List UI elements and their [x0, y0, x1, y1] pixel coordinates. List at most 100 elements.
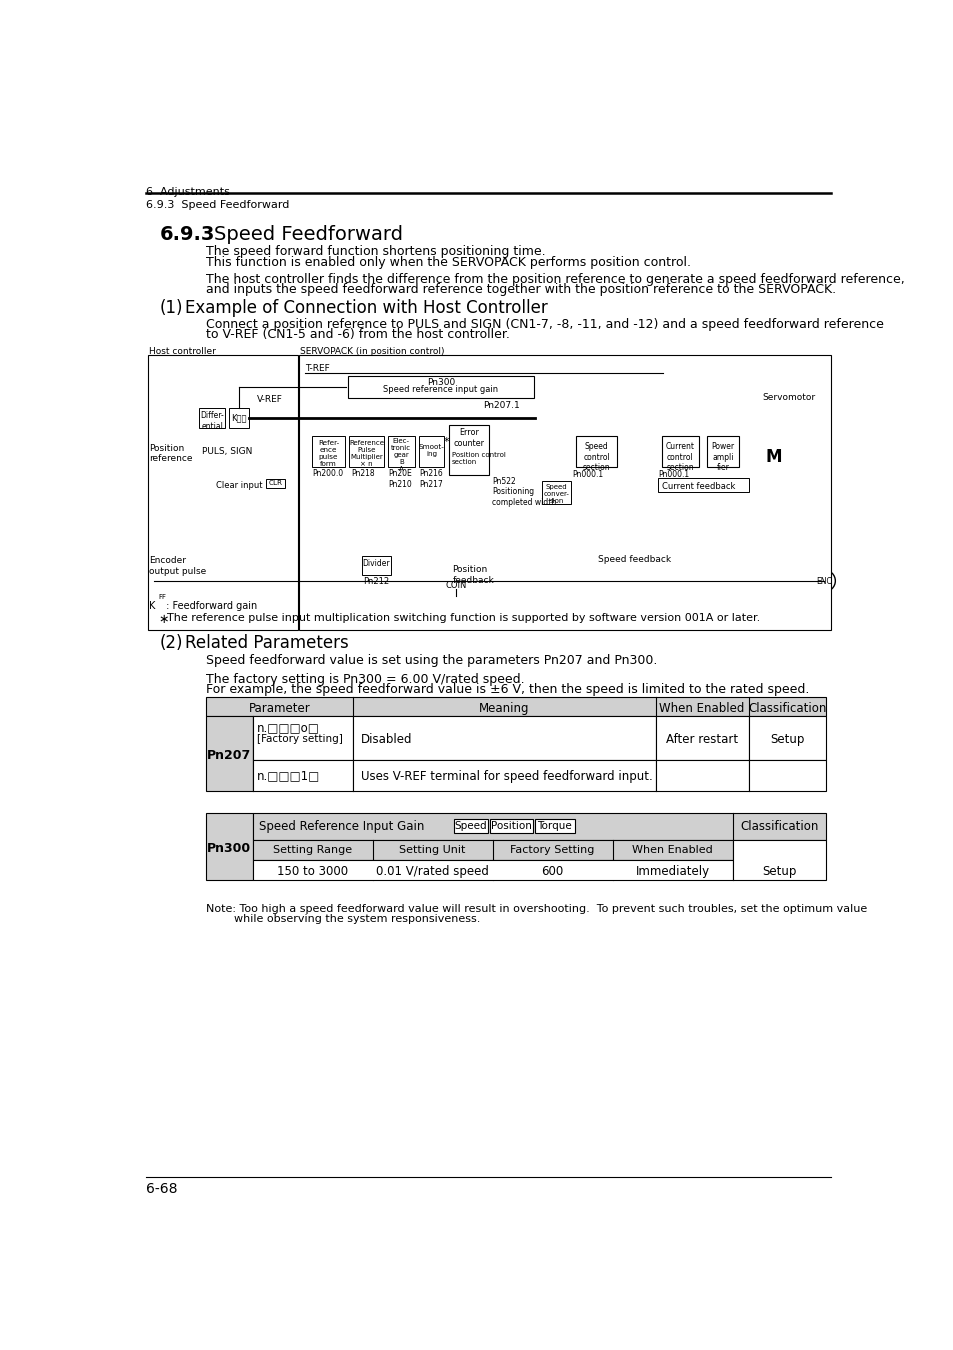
- Text: n.□□□o□: n.□□□o□: [257, 722, 320, 734]
- Text: (1): (1): [159, 300, 183, 317]
- Text: Related Parameters: Related Parameters: [185, 634, 349, 652]
- Text: M: M: [765, 448, 781, 467]
- Text: Current feedback: Current feedback: [661, 482, 735, 491]
- Text: ENC: ENC: [816, 576, 832, 586]
- Text: K₟₟: K₟₟: [232, 414, 247, 423]
- Bar: [489, 819, 533, 833]
- Bar: [454, 819, 488, 833]
- Text: Elec-
tronic
gear
B
A: Elec- tronic gear B A: [391, 439, 411, 472]
- Bar: [206, 716, 253, 791]
- Bar: [298, 355, 830, 630]
- Text: n.□□□1□: n.□□□1□: [257, 769, 320, 783]
- Text: *: *: [443, 437, 449, 447]
- Bar: [349, 436, 383, 467]
- Text: Note: Too high a speed feedforward value will result in overshooting.  To preven: Note: Too high a speed feedforward value…: [206, 903, 866, 914]
- Bar: [388, 436, 415, 467]
- Text: [Factory setting]: [Factory setting]: [257, 734, 343, 744]
- Text: Pn522
Positioning
completed width: Pn522 Positioning completed width: [492, 477, 556, 506]
- Bar: [253, 716, 353, 760]
- Text: Pn300: Pn300: [207, 842, 251, 855]
- Text: When Enabled: When Enabled: [659, 702, 744, 714]
- Bar: [206, 697, 825, 716]
- Text: 600: 600: [540, 865, 563, 878]
- Bar: [253, 840, 732, 860]
- Text: Parameter: Parameter: [249, 702, 311, 714]
- Text: Servomotor: Servomotor: [761, 393, 815, 402]
- Text: Pn218: Pn218: [351, 470, 375, 478]
- Text: Setting Range: Setting Range: [273, 845, 352, 855]
- Text: Error
counter: Error counter: [453, 428, 484, 448]
- Text: Pn212: Pn212: [363, 576, 389, 586]
- Text: Host controller: Host controller: [149, 347, 215, 356]
- Text: K: K: [149, 601, 155, 612]
- Text: Speed feedforward value is set using the parameters Pn207 and Pn300.: Speed feedforward value is set using the…: [206, 653, 657, 667]
- Text: Setup: Setup: [769, 733, 803, 745]
- Text: Pn300: Pn300: [426, 378, 455, 386]
- Bar: [418, 436, 443, 467]
- Text: Pn207.1: Pn207.1: [483, 401, 519, 409]
- Text: Pn200.0: Pn200.0: [312, 470, 343, 478]
- Text: Speed
control
section: Speed control section: [582, 443, 610, 472]
- Bar: [312, 436, 344, 467]
- Text: to V-REF (CN1-5 and -6) from the host controller.: to V-REF (CN1-5 and -6) from the host co…: [206, 328, 510, 340]
- Bar: [748, 716, 825, 760]
- Text: Refer-
ence
pulse
form: Refer- ence pulse form: [317, 440, 338, 467]
- Bar: [655, 716, 748, 760]
- Text: ∗: ∗: [158, 613, 169, 626]
- Bar: [353, 716, 655, 760]
- Text: 6.9.3  Speed Feedforward: 6.9.3 Speed Feedforward: [146, 200, 290, 209]
- Text: Divider: Divider: [362, 559, 390, 567]
- Bar: [748, 760, 825, 791]
- Text: Differ-
ential: Differ- ential: [200, 412, 224, 431]
- Bar: [658, 478, 748, 493]
- Bar: [148, 355, 297, 630]
- Text: 0.01 V/rated speed: 0.01 V/rated speed: [375, 865, 488, 878]
- Text: Setting Unit: Setting Unit: [398, 845, 465, 855]
- Text: Pn000.1: Pn000.1: [658, 470, 688, 479]
- Text: 6.9.3: 6.9.3: [159, 225, 214, 244]
- Bar: [353, 760, 655, 791]
- Text: Uses V-REF terminal for speed feedforward input.: Uses V-REF terminal for speed feedforwar…: [360, 769, 652, 783]
- Text: Position: Position: [491, 821, 531, 832]
- Text: Torque: Torque: [537, 821, 572, 832]
- Text: Position
reference: Position reference: [149, 444, 192, 463]
- Bar: [576, 436, 617, 467]
- Bar: [348, 377, 534, 398]
- Text: This function is enabled only when the SERVOPACK performs position control.: This function is enabled only when the S…: [206, 256, 690, 269]
- Text: Pn207: Pn207: [207, 749, 252, 761]
- Bar: [534, 819, 575, 833]
- Text: The reference pulse input multiplication switching function is supported by soft: The reference pulse input multiplication…: [167, 613, 760, 624]
- Text: Current
control
section: Current control section: [665, 443, 694, 472]
- Text: 6  Adjustments: 6 Adjustments: [146, 188, 230, 197]
- Bar: [199, 409, 225, 428]
- Bar: [253, 813, 825, 840]
- Text: Speed reference input gain: Speed reference input gain: [383, 385, 497, 394]
- Bar: [706, 436, 739, 467]
- Text: Speed feedback: Speed feedback: [598, 555, 671, 564]
- Bar: [655, 760, 748, 791]
- Text: PULS, SIGN: PULS, SIGN: [202, 447, 253, 456]
- Text: Speed Reference Input Gain: Speed Reference Input Gain: [258, 821, 424, 833]
- Text: Speed: Speed: [455, 821, 487, 832]
- Text: The host controller finds the difference from the position reference to generate: The host controller finds the difference…: [206, 273, 903, 286]
- Bar: [732, 840, 825, 880]
- Text: For example, the speed feedforward value is ±6 V, then the speed is limited to t: For example, the speed feedforward value…: [206, 683, 808, 695]
- Text: After restart: After restart: [665, 733, 738, 745]
- Text: Power
ampli
fier: Power ampli fier: [711, 443, 734, 472]
- Bar: [253, 860, 732, 880]
- Text: Reference
Pulse
Multiplier
× n: Reference Pulse Multiplier × n: [349, 440, 383, 467]
- Text: COIN: COIN: [445, 580, 467, 590]
- Text: CLR: CLR: [269, 481, 282, 486]
- Bar: [361, 556, 391, 575]
- Text: Connect a position reference to PULS and SIGN (CN1-7, -8, -11, and -12) and a sp: Connect a position reference to PULS and…: [206, 317, 883, 331]
- Text: Immediately: Immediately: [635, 865, 709, 878]
- Text: Factory Setting: Factory Setting: [510, 845, 594, 855]
- Bar: [229, 409, 249, 428]
- Text: Smoot-
ing: Smoot- ing: [418, 444, 444, 456]
- Bar: [266, 479, 285, 489]
- Text: (2): (2): [159, 634, 183, 652]
- Text: Classification: Classification: [740, 821, 818, 833]
- Text: Disabled: Disabled: [360, 733, 412, 745]
- Text: Setup: Setup: [761, 865, 796, 878]
- Text: SERVOPACK (in position control): SERVOPACK (in position control): [299, 347, 444, 356]
